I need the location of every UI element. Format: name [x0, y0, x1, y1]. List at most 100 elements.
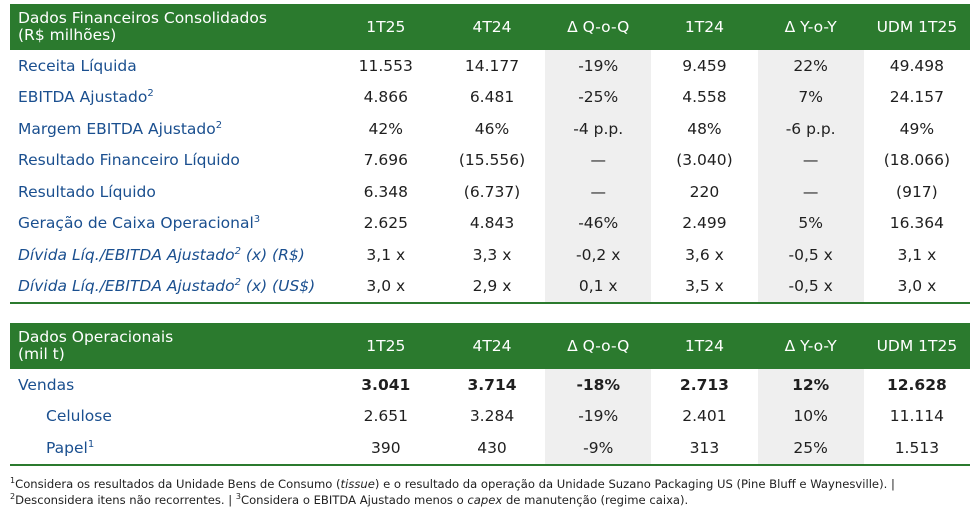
table-cell: (6.737): [463, 182, 521, 201]
fin-row: Dívida Líq./EBITDA Ajustado2 (x) (US$) 3,…: [10, 270, 970, 303]
fin-row: Resultado Financeiro Líquido 7.696 (15.556…: [10, 144, 970, 176]
table-cell: (18.066): [883, 151, 951, 170]
col-header: UDM 1T25: [876, 18, 958, 36]
row-label-text: Celulose: [46, 407, 112, 426]
table-cell: 11.553: [358, 56, 413, 75]
table-cell: -19%: [545, 50, 652, 82]
table-cell: 22%: [757, 50, 864, 82]
footnote-3-term: capex: [467, 492, 503, 507]
row-label: Dívida Líq./EBITDA Ajustado2 (x) (R$): [10, 239, 333, 271]
table-cell: 0,1 x: [545, 270, 652, 302]
financial-title-line1: Dados Financeiros Consolidados: [18, 9, 267, 27]
table-cell: 390: [370, 438, 401, 457]
col-header: 4T24: [472, 18, 512, 36]
table-cell: 3.284: [469, 407, 515, 426]
table-cell: 3,0 x: [897, 277, 937, 296]
table-cell: 2.499: [682, 214, 727, 233]
col-header: Δ Q-o-Q: [567, 337, 630, 355]
table-cell: 3,0 x: [366, 277, 406, 296]
table-cell: 3.041: [361, 375, 411, 394]
footnote-3-text: Considera o EBITDA Ajustado menos o: [240, 492, 468, 507]
table-cell: 16.364: [889, 214, 944, 233]
table-cell: —: [757, 144, 864, 176]
operational-bottom-rule: [10, 463, 970, 466]
table-cell: 4.558: [682, 88, 727, 107]
table-cell: -6 p.p.: [757, 113, 864, 145]
table-cell: 7%: [757, 81, 864, 113]
row-label-text: Receita Líquida: [18, 56, 137, 75]
fin-row: EBITDA Ajustado2 4.866 6.481 -25% 4.558 7% 24.…: [10, 81, 970, 114]
row-label: Vendas: [10, 369, 333, 401]
row-label-suffix: (x) (US$): [240, 277, 316, 296]
table-cell: 3,6 x: [685, 245, 724, 264]
table-cell: 1.513: [894, 438, 940, 457]
table-cell: 42%: [368, 119, 403, 138]
table-cell: (15.556): [458, 151, 526, 170]
row-label-text: EBITDA Ajustado: [18, 88, 148, 107]
table-cell: 7.696: [363, 151, 408, 170]
operational-title-line1: Dados Operacionais: [18, 328, 174, 346]
operational-table-title: Dados Operacionais (mil t): [10, 323, 333, 369]
table-cell: —: [545, 176, 652, 208]
table-cell: 24.157: [889, 88, 944, 107]
row-label-text: Dívida Líq./EBITDA Ajustado: [18, 277, 235, 296]
footnote-marker: 3: [253, 214, 261, 226]
footnote-marker: 2: [234, 277, 241, 289]
ops-row: Vendas 3.041 3.714 -18% 2.713 12% 12.628: [10, 369, 970, 401]
footnote-marker: 2: [234, 245, 241, 257]
financial-bottom-rule: [10, 302, 970, 304]
table-cell: 10%: [757, 400, 864, 432]
table-cell: -46%: [545, 207, 652, 239]
table-cell: 3,5 x: [685, 277, 724, 296]
footnote-marker: 3: [235, 491, 241, 501]
financial-table: Dados Financeiros Consolidados (R$ milhõ…: [10, 4, 970, 302]
table-cell: -9%: [545, 432, 652, 464]
table-cell: -0,2 x: [545, 239, 652, 271]
footnote-marker: 1: [87, 438, 95, 450]
table-cell: 5%: [757, 207, 864, 239]
row-label: Margem EBITDA Ajustado2: [10, 113, 333, 145]
financial-table-title: Dados Financeiros Consolidados (R$ milhõ…: [10, 4, 333, 50]
fin-row: Dívida Líq./EBITDA Ajustado2 (x) (R$) 3,1…: [10, 239, 970, 271]
table-cell: 49.498: [889, 56, 944, 75]
row-label-text: Vendas: [18, 375, 75, 394]
table-cell: -0,5 x: [757, 239, 864, 271]
fin-row: Geração de Caixa Operacional3 2.625 4.843 -…: [10, 207, 970, 239]
table-cell: 3,3 x: [472, 245, 512, 264]
table-cell: -25%: [545, 81, 652, 113]
table-cell: (3.040): [676, 151, 733, 170]
row-label-text: Resultado Líquido: [18, 182, 156, 201]
row-label: Receita Líquida: [10, 50, 333, 82]
table-cell: 3.714: [467, 375, 517, 394]
ops-row: Papel1 390 430 -9% 313 25% 1.513: [10, 432, 970, 464]
table-cell: -18%: [545, 369, 652, 401]
row-label-suffix: (x) (R$): [240, 245, 305, 264]
table-cell: -4 p.p.: [545, 113, 652, 145]
row-label: Celulose: [10, 401, 333, 433]
operational-table: Dados Operacionais (mil t) 1T25 4T24 Δ Q…: [10, 323, 970, 464]
row-label-text: Dívida Líq./EBITDA Ajustado: [18, 245, 235, 264]
col-header: Δ Q-o-Q: [567, 18, 630, 36]
table-cell: 2.713: [679, 375, 729, 394]
operational-header-row: Dados Operacionais (mil t) 1T25 4T24 Δ Q…: [10, 323, 970, 369]
table-cell: 14.177: [464, 56, 520, 75]
col-header: 1T25: [366, 337, 406, 355]
footnote-3-text-end: de manutenção (regime caixa).: [502, 492, 689, 507]
table-cell: 25%: [757, 432, 864, 464]
col-header: UDM 1T25: [876, 337, 958, 355]
operational-title-line2: (mil t): [18, 345, 65, 363]
fin-row: Receita Líquida 11.553 14.177 -19% 9.459 22% 4…: [10, 50, 970, 82]
footnotes: 1Considera os resultados da Unidade Bens…: [10, 476, 972, 508]
row-label: EBITDA Ajustado2: [10, 82, 333, 114]
table-cell: 6.481: [469, 88, 515, 107]
row-label-text: Margem EBITDA Ajustado: [18, 119, 216, 138]
row-label: Dívida Líq./EBITDA Ajustado2 (x) (US$): [10, 271, 333, 303]
table-cell: 2,9 x: [472, 277, 512, 296]
row-label: Resultado Líquido: [10, 176, 333, 208]
col-header: 1T24: [684, 337, 724, 355]
financial-header-row: Dados Financeiros Consolidados (R$ milhõ…: [10, 4, 970, 50]
table-cell: —: [545, 144, 652, 176]
table-cell: 49%: [899, 119, 935, 138]
table-cell: 4.866: [363, 88, 408, 107]
footnote-1-text-end: ) e o resultado da operação da Unidade S…: [374, 476, 895, 491]
